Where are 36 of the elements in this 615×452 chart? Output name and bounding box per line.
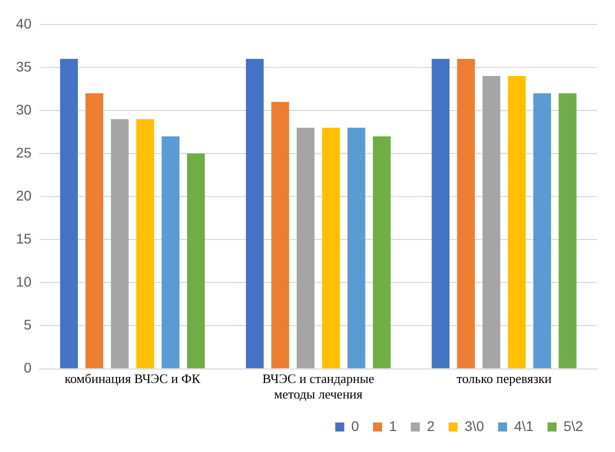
- y-tick-label: 5: [24, 316, 32, 333]
- legend-label: 3\0: [464, 418, 484, 434]
- x-tick-label: комбинация ВЧЭС и ФК: [64, 371, 201, 386]
- bar: [533, 93, 552, 368]
- legend-label: 2: [426, 418, 435, 434]
- bar: [296, 128, 314, 368]
- y-tick-label: 20: [16, 187, 32, 204]
- y-tick-label: 0: [24, 360, 32, 376]
- bar: [558, 93, 576, 368]
- bar: [110, 119, 129, 368]
- bar: [162, 136, 180, 368]
- bar: [482, 76, 500, 368]
- legend-label: 5\2: [564, 418, 584, 434]
- bar: [372, 136, 391, 368]
- legend-label: 4\1: [514, 418, 534, 434]
- bar: [136, 119, 154, 368]
- bar: [457, 58, 475, 368]
- x-tick-label: ВЧЭС и стандарные методы лечения: [262, 371, 374, 402]
- legend-label: 0: [351, 418, 360, 434]
- x-tick-label: только перевязки: [456, 371, 552, 386]
- y-tick-label: 25: [16, 144, 32, 160]
- bar: [508, 76, 526, 368]
- bar: [187, 154, 205, 368]
- bar: [271, 102, 290, 368]
- y-tick-label: 30: [16, 101, 32, 118]
- y-tick-label: 40: [16, 15, 32, 32]
- bar: [60, 58, 78, 368]
- legend-label: 1: [389, 418, 398, 434]
- bar: [246, 58, 264, 368]
- bar: [86, 93, 104, 368]
- y-tick-label: 10: [16, 274, 32, 290]
- y-tick-label: 15: [16, 230, 32, 247]
- bar: [347, 128, 366, 368]
- bar: [322, 128, 340, 368]
- bar: [432, 58, 450, 368]
- y-tick-label: 35: [16, 58, 32, 74]
